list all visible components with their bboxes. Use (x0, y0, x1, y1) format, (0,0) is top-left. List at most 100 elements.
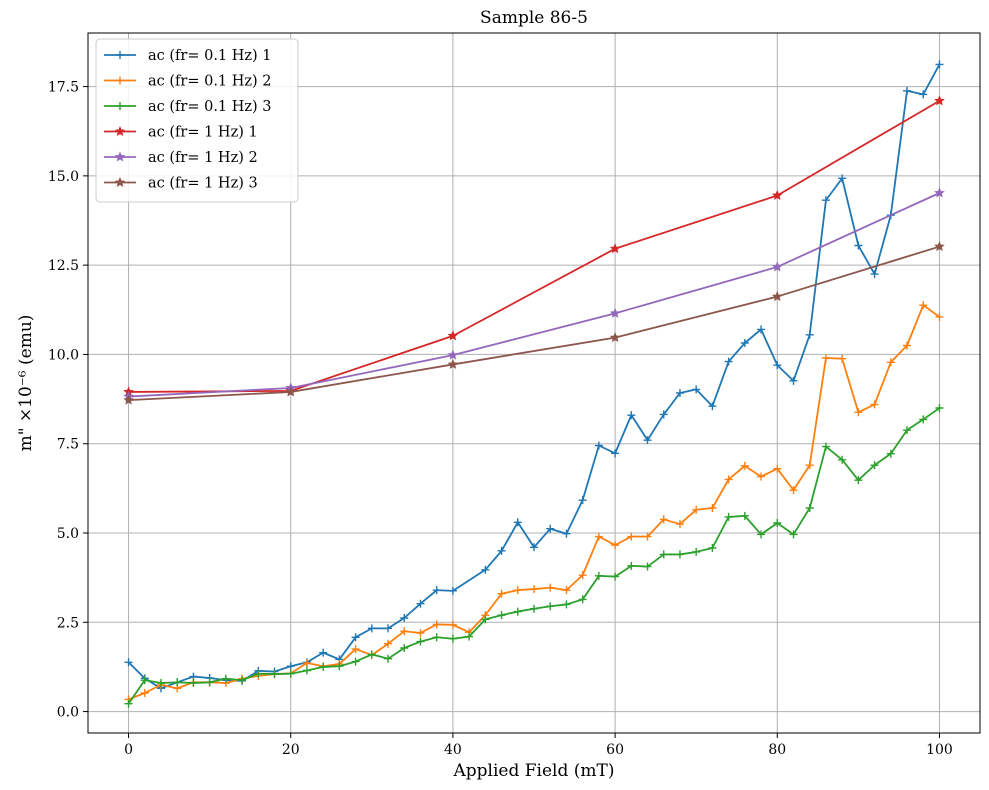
data-point (448, 634, 457, 643)
data-point (919, 90, 928, 99)
legend-label: ac (fr= 1 Hz) 3 (148, 176, 258, 192)
data-point (773, 361, 782, 370)
data-point (578, 496, 587, 505)
series-line (128, 100, 940, 393)
data-point (254, 669, 263, 678)
data-point (838, 455, 847, 464)
data-point (447, 349, 459, 360)
data-point (724, 512, 733, 521)
legend-label: ac (fr= 0.1 Hz) 2 (148, 74, 272, 90)
data-point (692, 385, 701, 394)
data-point (351, 657, 360, 666)
data-point (124, 699, 133, 708)
data-point (530, 585, 538, 594)
plot-frame (87, 32, 981, 734)
data-point (886, 449, 895, 458)
data-point (854, 408, 863, 417)
data-point (497, 611, 506, 620)
data-point (609, 307, 621, 318)
data-point (578, 571, 587, 580)
data-point (609, 332, 621, 343)
legend-label: ac (fr= 0.1 Hz) 3 (148, 99, 272, 115)
y-axis-label: m" ×10⁻⁶ (emu) (16, 315, 36, 452)
data-point (465, 632, 474, 641)
data-point (578, 595, 587, 604)
data-point (173, 678, 182, 687)
y-tick-label: 2.5 (57, 615, 79, 631)
x-tick-label: 100 (926, 742, 953, 758)
grid (88, 33, 980, 733)
data-point (675, 520, 684, 529)
data-point (903, 341, 912, 350)
legend-marker (114, 125, 126, 137)
data-point (789, 376, 798, 385)
data-point (627, 561, 636, 570)
data-point (870, 461, 879, 470)
data-point (643, 562, 652, 571)
data-point (675, 550, 684, 559)
data-point (919, 415, 928, 424)
axes-ticks: 0 20 40 60 80 100 0.0 2.5 5.0 7.5 10.0 12.5 15.0 17.5 (48, 80, 953, 758)
data-point (481, 565, 490, 574)
data-point (416, 629, 425, 637)
data-point (740, 461, 749, 470)
data-point (708, 402, 717, 411)
data-point (432, 633, 441, 642)
data-point (886, 358, 895, 367)
data-point (594, 532, 603, 541)
data-point (692, 547, 701, 556)
data-point (935, 60, 944, 69)
legend: ac (fr= 0.1 Hz) 1 ac (fr= 0.1 Hz) 2 ac (fr… (95, 38, 299, 203)
series-line (128, 304, 940, 701)
data-point (903, 426, 912, 435)
data-point (285, 386, 297, 397)
data-point (771, 290, 783, 302)
data-point (627, 532, 636, 541)
legend-marker (114, 151, 126, 162)
legend-item: ac (fr= 1 Hz) 1 (104, 125, 258, 141)
y-tick-label: 12.5 (48, 258, 79, 274)
data-point (546, 583, 555, 592)
data-point (935, 404, 944, 412)
data-point (870, 400, 879, 409)
data-point (530, 543, 538, 552)
data-point (432, 620, 441, 629)
data-point (659, 515, 668, 524)
data-point (757, 530, 766, 539)
data-point (724, 357, 733, 366)
data-point (562, 586, 571, 595)
data-point (400, 627, 409, 636)
data-point (351, 633, 360, 642)
series-line (127, 407, 940, 705)
data-point (384, 639, 393, 648)
data-point (562, 529, 571, 538)
data-point (757, 325, 766, 334)
data-point (821, 442, 830, 451)
data-point (773, 519, 782, 527)
series-2 (124, 301, 944, 704)
data-point (708, 504, 717, 512)
data-point (789, 530, 798, 539)
data-point (594, 571, 603, 580)
data-point (627, 411, 636, 420)
legend-marker (116, 102, 124, 110)
data-point (805, 504, 814, 512)
data-point (400, 614, 409, 622)
series-line (128, 192, 940, 398)
data-point (513, 586, 522, 595)
data-point (351, 645, 360, 654)
legend-item: ac (fr= 0.1 Hz) 3 (104, 99, 272, 115)
data-point (611, 449, 620, 458)
legend-marker (116, 51, 124, 59)
data-point (367, 650, 376, 659)
data-point (611, 572, 620, 581)
series-5 (123, 187, 945, 402)
legend-marker (114, 176, 126, 188)
series-line (128, 245, 940, 402)
legend-label: ac (fr= 0.1 Hz) 1 (148, 48, 272, 64)
data-point (530, 604, 538, 613)
legend-label: ac (fr= 1 Hz) 1 (148, 125, 258, 141)
data-point (140, 676, 149, 685)
data-point (740, 511, 749, 520)
